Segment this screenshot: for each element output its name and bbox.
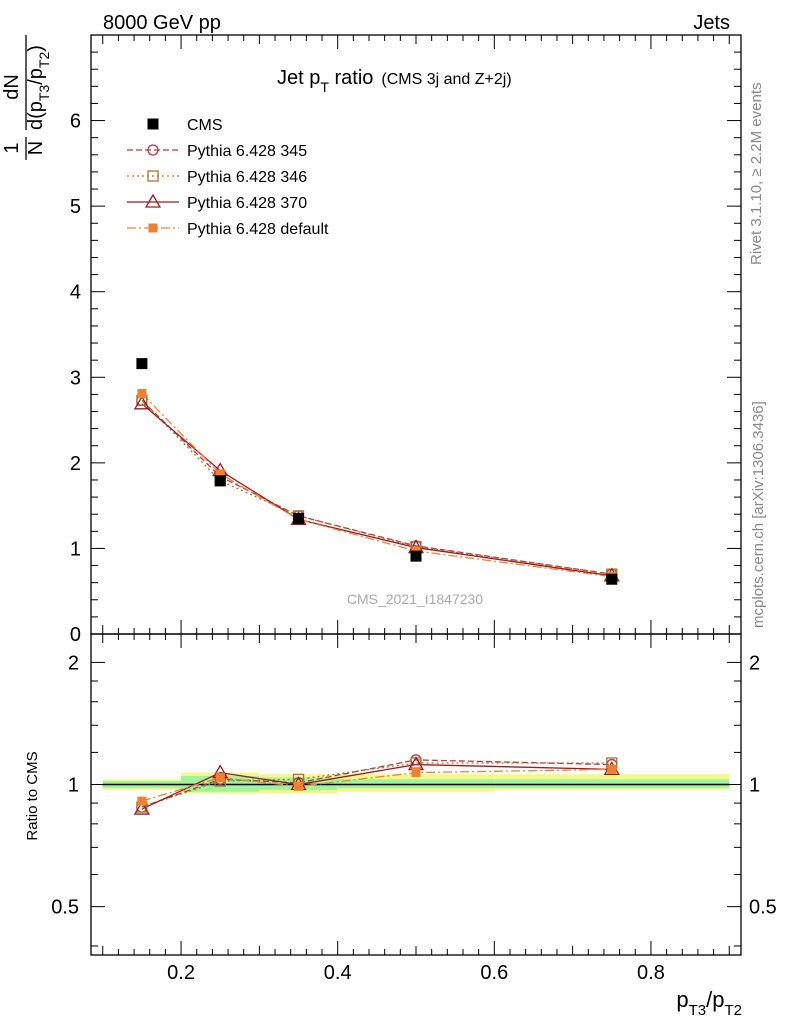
ylabel-mid: /p — [25, 68, 47, 85]
legend-marker — [147, 170, 159, 182]
data-point — [136, 358, 148, 370]
y-tick-label-ratio-right: 1 — [749, 775, 760, 797]
series-point-ratio — [607, 764, 617, 774]
y-tick-label-main: 2 — [70, 453, 81, 475]
title-main: Jet p — [277, 67, 320, 89]
analysis-watermark: CMS_2021_I1847230 — [347, 591, 483, 607]
ylabel-one: 1 — [1, 142, 23, 153]
y-tick-label-ratio-right: 0.5 — [749, 897, 777, 919]
y-tick-label-ratio-right: 2 — [749, 652, 760, 674]
y-tick-label-ratio: 0.5 — [51, 897, 79, 919]
data-point — [293, 512, 305, 524]
series-point-main — [137, 389, 147, 399]
main-panel: 0 1 2 3 4 5 6 — [70, 34, 742, 955]
legend-label: CMS — [187, 117, 223, 134]
title-suffix: (CMS 3j and Z+2j) — [381, 71, 511, 88]
ratio-frame — [90, 633, 742, 956]
header-left: 8000 GeV pp — [103, 12, 221, 34]
ratio-panel: 0.2 0.4 0.6 0.8 0.5 0.5 1 1 2 2 — [51, 633, 777, 984]
legend-label: Pythia 6.428 370 — [187, 195, 307, 212]
x-tick-label: 0.8 — [637, 962, 665, 984]
y-tick-label-main: 6 — [70, 111, 81, 133]
ratio-band-inner — [337, 779, 495, 789]
y-tick-label-main: 0 — [70, 624, 81, 646]
title-rest: ratio — [329, 67, 373, 89]
legend-label: Pythia 6.428 345 — [187, 143, 307, 160]
legend-marker — [147, 118, 159, 130]
header-right: Jets — [693, 12, 730, 34]
x-tick-label: 0.2 — [167, 962, 195, 984]
xlabel-s2: T2 — [724, 1002, 742, 1019]
ylabel-sub2: T2 — [36, 52, 52, 69]
y-tick-label-ratio: 2 — [68, 652, 79, 674]
data-point — [606, 573, 618, 585]
ratio-band-inner — [494, 779, 730, 789]
rivet-note: Rivet 3.1.10, ≥ 2.2M events — [748, 83, 765, 266]
title-sub: T — [320, 79, 329, 95]
ylabel-denominator: d(pT3/pT2) — [25, 45, 52, 130]
series-point-ratio — [411, 768, 421, 778]
y-tick-label-main: 1 — [70, 538, 81, 560]
legend-marker — [147, 144, 159, 156]
legend-marker — [144, 193, 162, 208]
series-line-main — [141, 399, 612, 575]
legend-label: Pythia 6.428 default — [187, 221, 329, 238]
y-axis-label-ratio: Ratio to CMS — [24, 751, 41, 840]
xlabel-p2: /p — [706, 987, 724, 1012]
legend-label: Pythia 6.428 346 — [187, 169, 307, 186]
ylabel-close: ) — [25, 45, 47, 52]
series-line-main — [141, 399, 612, 575]
data-point — [410, 550, 422, 562]
ylabel-N: N — [25, 141, 47, 155]
series-point-main — [215, 469, 225, 479]
y-tick-label-main: 4 — [70, 282, 81, 304]
y-tick-label-main: 5 — [70, 196, 81, 218]
xlabel-p1: p — [676, 987, 688, 1012]
mcplots-note: mcplots.cern.ch [arXiv:1306.3436] — [750, 401, 767, 628]
series-point-ratio — [215, 773, 225, 783]
series-point-ratio — [133, 800, 151, 815]
series-point-ratio — [137, 796, 147, 806]
legend: CMS Pythia 6.428 345 Pythia 6.428 346 Pythi… — [127, 117, 329, 238]
x-axis-label: pT3/pT2 — [676, 987, 742, 1019]
y-axis-label-main: 1 N dN d(pT3/pT2) — [1, 35, 52, 160]
plot-title: Jet pT ratio (CMS 3j and Z+2j) — [277, 67, 512, 95]
series-line-main — [141, 393, 612, 578]
x-tick-label: 0.6 — [480, 962, 508, 984]
series-point-main — [133, 395, 151, 410]
data-point — [214, 475, 226, 487]
ylabel-sub1: T3 — [36, 85, 52, 102]
series-line-ratio — [141, 759, 612, 808]
series-point-ratio — [294, 781, 304, 791]
ylabel-dN: dN — [1, 74, 23, 100]
y-tick-label-main: 3 — [70, 367, 81, 389]
legend-marker — [148, 223, 158, 233]
x-tick-label: 0.4 — [324, 962, 352, 984]
xlabel-s1: T3 — [689, 1002, 707, 1019]
series-line-main — [141, 403, 612, 577]
y-tick-label-ratio: 1 — [68, 775, 79, 797]
series-line-ratio — [141, 762, 612, 808]
ylabel-d: d(p — [25, 101, 47, 130]
